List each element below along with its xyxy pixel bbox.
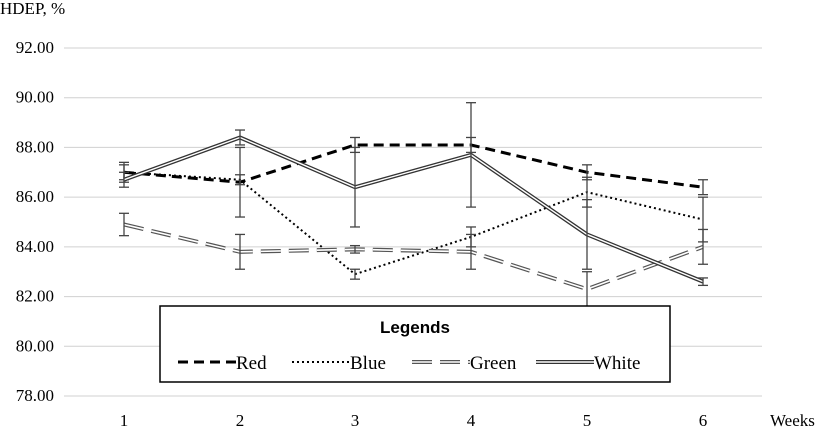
legend-label: Blue — [350, 353, 386, 374]
x-tick-label: 1 — [120, 411, 129, 428]
x-axis-title: Weeks — [770, 411, 815, 428]
y-tick-labels: 78.00 80.00 82.00 84.00 86.00 88.00 90.00 92.00 — [16, 38, 54, 405]
legend-box — [159, 305, 671, 383]
legend-label: Green — [470, 353, 517, 374]
x-tick-label: 2 — [236, 411, 245, 428]
x-tick-label: 5 — [583, 411, 592, 428]
legend-items: Red Blue Green White — [178, 353, 640, 374]
series-green — [119, 212, 708, 308]
legend: Legends Red Blue Green White — [159, 305, 671, 383]
error-bar — [119, 171, 129, 188]
series-white — [119, 102, 708, 287]
series-line-green — [123, 222, 704, 292]
y-tick-label: 84.00 — [16, 237, 54, 256]
series-line-red — [123, 143, 704, 189]
error-bar — [582, 198, 592, 270]
error-bar — [350, 244, 360, 254]
y-tick-label: 86.00 — [16, 187, 54, 206]
y-tick-label: 88.00 — [16, 137, 54, 156]
legend-label: White — [594, 353, 640, 374]
error-bar — [235, 129, 245, 146]
error-bar — [350, 146, 360, 228]
series-blue — [119, 164, 708, 280]
y-tick-label: 80.00 — [16, 336, 54, 355]
series-line-blue — [123, 171, 704, 276]
error-bar — [466, 233, 476, 270]
x-tick-labels: 1 2 3 4 5 6 — [120, 411, 708, 428]
y-tick-label: 92.00 — [16, 38, 54, 57]
y-tick-label: 90.00 — [16, 88, 54, 107]
error-bar — [235, 233, 245, 270]
x-tick-label: 3 — [351, 411, 360, 428]
error-bar — [698, 179, 708, 196]
y-tick-label: 82.00 — [16, 287, 54, 306]
legend-title: Legends — [380, 318, 450, 337]
legend-item-green: Green — [412, 353, 517, 374]
series-line-white — [123, 135, 704, 284]
legend-item-red: Red — [178, 353, 267, 374]
error-bar — [582, 271, 592, 308]
x-tick-label: 4 — [467, 411, 476, 428]
legend-item-white: White — [536, 353, 640, 374]
series-line-white-inner — [123, 136, 704, 283]
error-bar — [698, 277, 708, 287]
error-bar — [466, 102, 476, 208]
error-bar — [698, 228, 708, 265]
legend-item-blue: Blue — [292, 353, 386, 374]
error-bar — [350, 268, 360, 280]
y-axis-title: HDEP, % — [0, 0, 65, 18]
x-tick-label: 6 — [699, 411, 708, 428]
y-tick-label: 78.00 — [16, 386, 54, 405]
error-bar — [119, 212, 129, 237]
series-line-green-inner — [123, 223, 704, 290]
error-bar — [235, 174, 245, 186]
series-layer — [119, 102, 708, 308]
legend-label: Red — [236, 353, 267, 374]
